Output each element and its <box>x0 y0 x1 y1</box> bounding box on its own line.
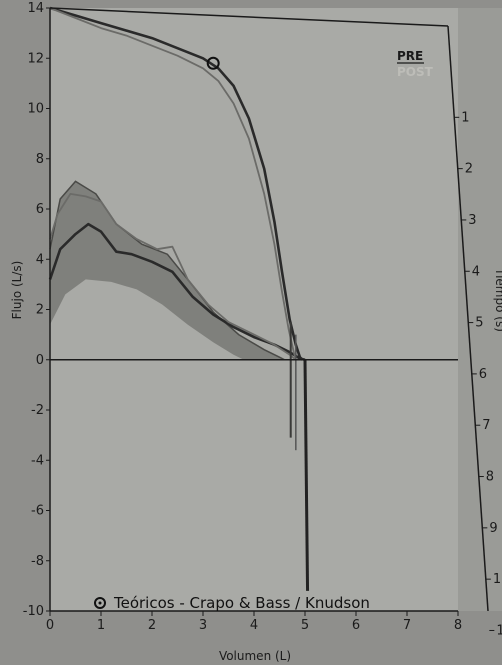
y2-tick-label: 6 <box>479 367 487 382</box>
y-tick-label: -4 <box>31 453 44 468</box>
x-tick-label: 1 <box>97 618 105 633</box>
x-tick-label: 5 <box>301 618 309 633</box>
y-tick-label: 6 <box>36 202 44 217</box>
y2-tick-label: 8 <box>486 470 494 485</box>
x-tick-label: 2 <box>148 618 156 633</box>
theoretical-point <box>206 56 220 70</box>
series-post-inspiratory <box>49 192 297 361</box>
theoretical-legend-text: Teóricos - Crapo & Bass / Knudson <box>113 594 370 612</box>
y-tick-label: 0 <box>36 353 44 368</box>
x-tick-label: 0 <box>46 618 54 633</box>
top-border-line <box>49 7 449 27</box>
theoretical-marker-icon <box>94 597 106 609</box>
legend-entry-post: POST <box>397 65 434 79</box>
series-pre-expiratory <box>49 6 304 361</box>
y-tick-label: 10 <box>27 102 44 117</box>
y2-tick-label: 5 <box>475 316 483 331</box>
x-tick-label: 7 <box>403 618 411 633</box>
y2-tick-label: 7 <box>482 418 490 433</box>
secondary-axis-strip <box>458 8 502 611</box>
y-tick-label: 2 <box>36 303 44 318</box>
y2-axis-title: Tiempo (s) <box>493 267 502 332</box>
y-tick-label: -10 <box>23 604 44 619</box>
x-tick-label: 6 <box>352 618 360 633</box>
y-tick-label: 4 <box>36 252 44 267</box>
series-pre-tail <box>303 359 310 591</box>
y2-tick-label: 4 <box>472 264 480 279</box>
x-tick-label: 8 <box>454 618 462 633</box>
y2-tick-label: 2 <box>465 162 473 177</box>
theoretical-marker-dot <box>98 601 102 605</box>
y-tick-label: -2 <box>31 403 44 418</box>
theoretical-legend: Teóricos - Crapo & Bass / Knudson <box>94 594 370 612</box>
plot-area <box>50 8 458 611</box>
y2-tick-label: 9 <box>489 521 497 536</box>
y2-tick-label: 1 <box>461 110 469 125</box>
y-tick-label: 14 <box>27 1 44 16</box>
theoretical-envelope-upper <box>49 180 285 361</box>
series-post-expiratory <box>49 7 297 361</box>
y-tick-label: 12 <box>27 51 44 66</box>
y-tick-label: -8 <box>31 554 44 569</box>
y2-axis-line <box>447 25 489 612</box>
y2-tick-label: 11 <box>496 623 502 638</box>
y2-tick-label: 3 <box>468 213 476 228</box>
x-tick-label: 3 <box>199 618 207 633</box>
x-axis-title: Volumen (L) <box>219 649 291 663</box>
legend: PRE POST <box>397 49 434 79</box>
y-axis-title: Flujo (L/s) <box>10 261 24 320</box>
y-tick-label: 8 <box>36 152 44 167</box>
x-tick-label: 4 <box>250 618 258 633</box>
y2-tick-label: 10 <box>493 572 502 587</box>
legend-entry-pre: PRE <box>397 49 423 63</box>
y-tick-label: -6 <box>31 504 44 519</box>
